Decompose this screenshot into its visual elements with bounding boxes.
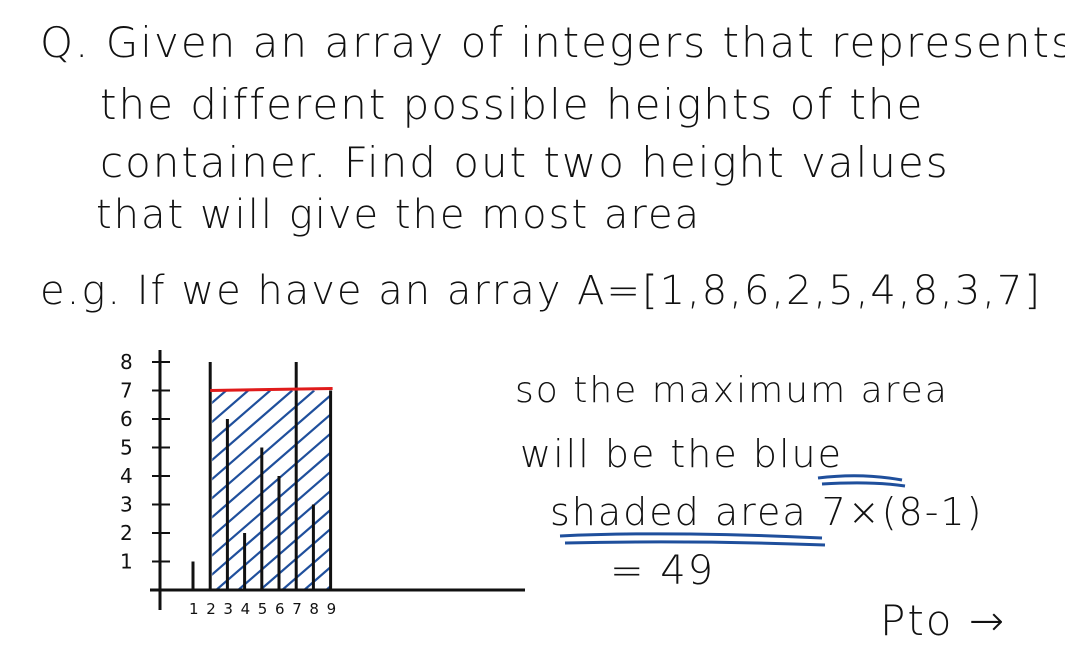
hatch-stroke (259, 527, 331, 590)
question-line-1: Q. Given an array of integers that repre… (40, 18, 1065, 67)
solution-result: = 49 (610, 548, 716, 594)
solution-line-3: shaded area 7×(8-1) (550, 490, 984, 534)
y-tick-label: 8 (120, 350, 133, 374)
shaded-area-underline (559, 532, 826, 547)
pto-note: Pto → (880, 596, 1007, 645)
question-line-3: container. Find out two height values (100, 138, 950, 187)
y-tick-label: 4 (120, 464, 133, 488)
x-tick-label: 3 (223, 600, 233, 618)
y-tick-label: 7 (120, 379, 133, 403)
x-tick-label: 9 (327, 600, 337, 618)
hatch-stroke (212, 432, 331, 538)
x-tick-label: 6 (275, 600, 285, 618)
x-tick-label: 5 (258, 600, 268, 618)
y-tick-label: 2 (120, 521, 133, 545)
y-tick-label: 5 (120, 436, 133, 460)
solution-line-2: will be the blue (520, 432, 843, 476)
question-line-4: that will give the most area (96, 192, 702, 238)
hatch-stroke (212, 412, 331, 519)
hatch-stroke (281, 546, 331, 590)
y-tick-label: 6 (120, 407, 133, 431)
blue-word-underline (817, 474, 906, 488)
solution-line-1: so the maximum area (515, 370, 949, 411)
hatch-stroke (237, 508, 331, 590)
hatch-stroke (212, 470, 331, 576)
hatch-stroke (215, 489, 331, 590)
x-tick-label: 2 (206, 600, 216, 618)
hatch-stroke (212, 451, 331, 557)
hatch-stroke (212, 390, 271, 443)
question-line-2: the different possible heights of the (100, 80, 925, 129)
x-tick-label: 4 (241, 600, 251, 618)
hatch-stroke (212, 390, 293, 462)
shaded-area-hatching (212, 390, 331, 590)
y-tick-label: 1 (120, 550, 133, 574)
y-tick-label: 3 (120, 493, 133, 517)
example-line: e.g. If we have an array A=[1,8,6,2,5,4,… (40, 268, 1042, 314)
hatch-stroke (212, 390, 315, 481)
hatch-stroke (212, 393, 331, 500)
x-tick-label: 8 (309, 600, 319, 618)
x-tick-label: 7 (292, 600, 302, 618)
x-tick-label: 1 (189, 600, 199, 618)
max-area-top-line (210, 387, 333, 392)
